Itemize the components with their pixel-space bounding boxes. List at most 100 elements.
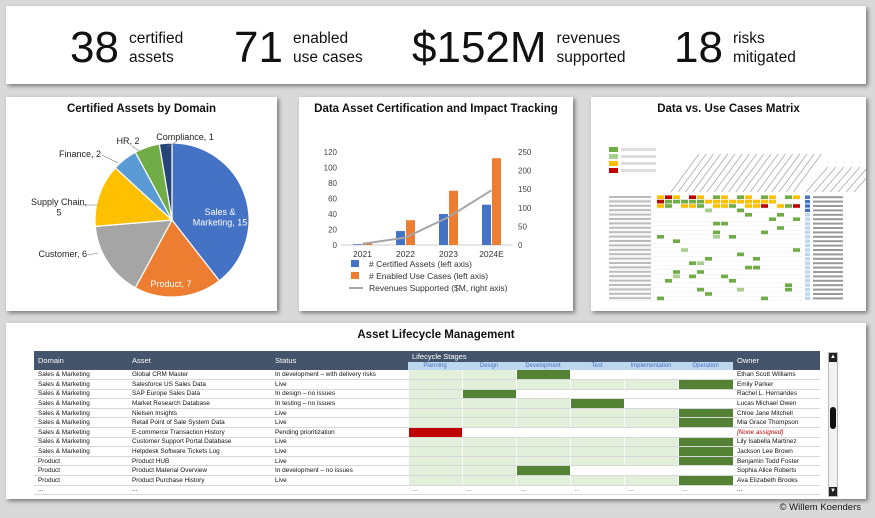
stage-header-implementation: Implementation — [624, 362, 678, 370]
tracking-title: Data Asset Certification and Impact Trac… — [314, 103, 558, 115]
matrix-cell — [697, 195, 704, 199]
matrix-count-cell — [805, 221, 810, 226]
left-axis-tick: 40 — [328, 210, 337, 219]
matrix-cell — [665, 195, 672, 199]
stage-cell-planning — [407, 465, 462, 477]
matrix-cell — [713, 195, 720, 199]
scroll-down-icon[interactable]: ▼ — [829, 487, 837, 496]
line-revenues-supported — [362, 189, 493, 245]
matrix-cell — [745, 265, 752, 270]
pie-title: Certified Assets by Domain — [66, 103, 217, 115]
matrix-row-label — [609, 248, 651, 251]
stage-cell-development — [515, 370, 570, 381]
matrix-column-header — [713, 153, 743, 193]
matrix-cell — [713, 221, 720, 226]
cell-asset: Salesforce US Sales Data — [128, 379, 271, 390]
table-row[interactable]: ........................... — [34, 485, 820, 496]
matrix-cell — [721, 195, 728, 199]
matrix-cell — [753, 199, 760, 204]
matrix-value-text — [813, 231, 843, 234]
pie-data-label: Customer, 6 — [38, 249, 87, 259]
kpi-label: certified assets — [128, 30, 184, 66]
matrix-count-cell — [805, 235, 810, 239]
stage-cell-development — [515, 389, 570, 400]
matrix-cell — [697, 270, 704, 274]
matrix-cell — [689, 199, 696, 204]
left-axis-tick: 0 — [333, 241, 338, 250]
right-axis-tick: 100 — [518, 204, 532, 213]
matrix-value-text — [813, 262, 843, 265]
matrix-value-text — [813, 200, 843, 203]
matrix-legend-swatch — [609, 154, 618, 159]
cell-owner: ... — [733, 485, 820, 496]
matrix-row-label — [609, 292, 651, 295]
table-row[interactable]: Sales & Marketing Market Research Databas… — [34, 398, 820, 409]
col-owner: Owner — [733, 351, 820, 370]
stage-cell-development: ... — [515, 485, 570, 496]
table-row[interactable]: Product Product HUB Live Benjamin Todd Fost… — [34, 456, 820, 467]
cell-status: Live — [271, 379, 408, 390]
matrix-cell — [657, 199, 664, 204]
table-row[interactable]: Sales & Marketing Global CRM Master In dev… — [34, 370, 820, 381]
matrix-row-label — [609, 240, 651, 242]
stage-header-test: Test — [570, 362, 624, 370]
table-row[interactable]: Sales & Marketing Retail Point of Sale Sy… — [34, 417, 820, 429]
stage-cell-test — [569, 417, 624, 429]
certification-tracking-chart: 0 20 40 60 80 100 120 0 50 100 150 200 250 2021 2022 20… — [324, 148, 532, 293]
stage-cell-planning — [407, 456, 462, 467]
x-axis-tick: 2021 — [353, 249, 372, 259]
matrix-row-label — [609, 270, 651, 273]
matrix-cell — [793, 217, 800, 221]
kpi-certified-assets: 38 certified assets — [70, 26, 183, 70]
stage-cell-operation — [677, 370, 733, 381]
cell-asset: Market Research Database — [128, 398, 271, 409]
table-row[interactable]: Product Product Material Overview In devel… — [34, 465, 820, 477]
stage-cell-design — [461, 427, 516, 438]
matrix-count-cell — [805, 252, 810, 257]
table-row[interactable]: Sales & Marketing SAP Europe Sales Data In… — [34, 389, 820, 400]
scroll-up-icon[interactable]: ▲ — [829, 353, 837, 362]
matrix-column-header — [813, 166, 837, 193]
matrix-cell — [713, 204, 720, 208]
table-row[interactable]: Sales & Marketing E-commerce Transaction … — [34, 427, 820, 438]
matrix-legend-swatch — [609, 147, 618, 152]
stage-cell-test — [569, 456, 624, 467]
matrix-value-text — [813, 253, 843, 256]
kpi-enabled-use-cases: 71 enabled use cases — [234, 26, 363, 70]
table-scrollbar[interactable]: ▲ ▼ — [828, 352, 838, 497]
stage-cell-development — [515, 417, 570, 429]
matrix-count-cell — [805, 239, 810, 243]
matrix-cell — [657, 204, 664, 208]
matrix-value-text — [813, 297, 843, 300]
stage-cell-development — [515, 475, 570, 486]
stage-cell-design — [461, 456, 516, 467]
matrix-value-text — [813, 244, 843, 247]
table-row[interactable]: Product Product Purchase History Live Ava E… — [34, 475, 820, 486]
table-row[interactable]: Sales & Marketing Customer Support Portal… — [34, 437, 820, 448]
stage-header-planning: Planning — [408, 362, 462, 370]
cell-asset: Customer Support Portal Database — [128, 437, 271, 448]
matrix-cell — [793, 204, 800, 208]
pie-leader-line — [131, 145, 140, 152]
stage-cell-planning — [407, 437, 462, 448]
scroll-thumb[interactable] — [830, 407, 836, 429]
matrix-cell — [793, 248, 800, 252]
stage-cell-test — [569, 475, 624, 486]
stage-header-design: Design — [462, 362, 516, 370]
kpi-value: 38 — [70, 23, 119, 72]
table-row[interactable]: Sales & Marketing Helpdesk Software Ticke… — [34, 446, 820, 457]
matrix-cell — [697, 287, 704, 292]
table-row[interactable]: Sales & Marketing Salesforce US Sales Dat… — [34, 379, 820, 390]
domain-pie-panel: Certified Assets by Domain Sales & Market… — [6, 97, 277, 311]
stage-cell-planning — [407, 417, 462, 429]
matrix-cell — [689, 204, 696, 208]
matrix-row-label — [609, 209, 651, 212]
cell-asset: ... — [128, 485, 271, 496]
lifecycle-title: Asset Lifecycle Management — [357, 329, 515, 341]
matrix-row-label — [609, 266, 651, 269]
table-row[interactable]: Sales & Marketing Nielsen Insights Live Chl… — [34, 408, 820, 419]
cell-owner: Benjamin Todd Foster — [733, 456, 820, 467]
matrix-value-text — [813, 205, 843, 207]
matrix-cell — [745, 195, 752, 199]
matrix-column-header — [685, 153, 714, 193]
